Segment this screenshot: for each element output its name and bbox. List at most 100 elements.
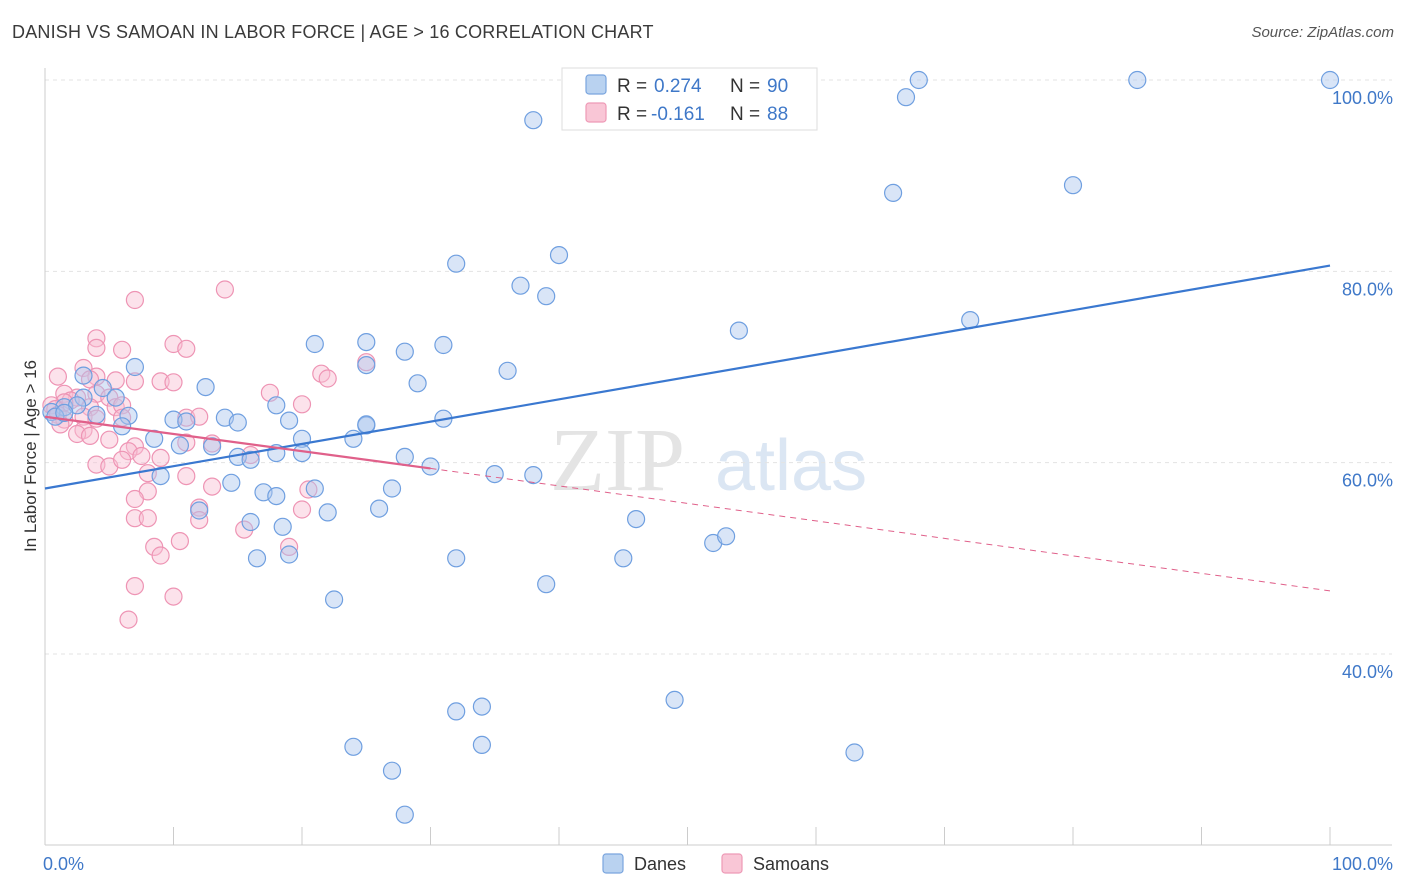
dane-point-79: [472, 697, 491, 716]
samoan-point-60: [292, 500, 312, 519]
dane-point-3: [1320, 70, 1340, 90]
samoan-point-58: [125, 489, 144, 509]
correlation-legend: R = 0.274 N = 90 R = -0.161 N = 88: [561, 67, 818, 131]
samoan-point-9: [318, 369, 337, 388]
samoan-point-47: [132, 446, 151, 466]
dane-point-59: [305, 479, 324, 498]
samoan-point-3: [87, 338, 106, 357]
dane-point-2: [1128, 70, 1147, 90]
dane-point-8: [549, 246, 569, 265]
dane-point-25: [196, 378, 215, 397]
samoan-point-4: [112, 340, 132, 359]
samoan-point-56: [299, 480, 318, 499]
dane-point-18: [434, 335, 453, 355]
dane-point-33: [87, 405, 106, 424]
samoan-point-0: [215, 280, 234, 299]
samoan-point-62: [138, 509, 157, 528]
dane-point-26: [408, 374, 427, 393]
dane-point-17: [395, 342, 414, 361]
dane-point-74: [614, 549, 633, 568]
y-tick-label-60: 60.0%: [1342, 471, 1393, 491]
dane-point-60: [382, 479, 402, 498]
axes: [44, 68, 1392, 846]
dane-point-5: [524, 111, 543, 130]
samoan-point-64: [235, 520, 254, 539]
samoan-point-61: [125, 509, 144, 528]
dane-point-15: [305, 334, 324, 354]
samoan-point-15: [151, 372, 170, 391]
dane-point-7: [1063, 176, 1083, 195]
bottom-legend-danes-label: Danes: [634, 854, 686, 874]
dane-point-50: [241, 450, 260, 469]
dane-point-65: [370, 499, 389, 518]
dane-point-75: [537, 575, 556, 594]
chart-title: DANISH VS SAMOAN IN LABOR FORCE | AGE > …: [12, 22, 654, 42]
y-tick-label-40: 40.0%: [1342, 662, 1393, 682]
samoan-point-55: [203, 477, 222, 496]
legend-samoans-r-value: -0.161: [651, 104, 705, 125]
dane-point-68: [716, 527, 736, 546]
x-tick-labels: 0.0% 100.0%: [43, 854, 1393, 874]
bottom-legend-danes-swatch: [602, 853, 624, 874]
legend-danes-n-value: 90: [767, 76, 788, 97]
y-axis-title: In Labor Force | Age > 16: [21, 360, 40, 552]
legend-samoans-r-label: R =: [617, 104, 647, 125]
dane-point-22: [93, 378, 112, 398]
dane-point-78: [447, 702, 466, 721]
y-tick-label-100: 100.0%: [1332, 88, 1393, 108]
samoan-point-63: [190, 510, 209, 530]
legend-samoans-n-value: 88: [767, 104, 788, 125]
chart-source: Source: ZipAtlas.com: [1251, 24, 1394, 41]
dane-point-81: [472, 735, 491, 755]
dane-point-11: [537, 287, 556, 306]
legend-danes-r-value: 0.274: [654, 76, 702, 97]
trend-lines: [44, 264, 1331, 592]
dane-point-32: [55, 403, 74, 422]
samoan-point-70: [164, 587, 183, 606]
samoan-point-52: [151, 448, 170, 467]
dane-point-66: [626, 509, 646, 529]
dane-point-77: [665, 690, 684, 710]
dane-point-72: [280, 545, 299, 564]
grid-lines: [45, 79, 1392, 655]
dane-point-10: [511, 276, 530, 295]
samoan-point-54: [177, 467, 196, 486]
samoan-point-51: [112, 450, 132, 469]
samoan-point-71: [119, 610, 138, 629]
y-tick-label-80: 80.0%: [1342, 279, 1393, 299]
danes-trend-line: [44, 264, 1331, 490]
dane-point-56: [524, 466, 543, 485]
dane-point-80: [344, 737, 363, 756]
samoan-point-30: [292, 395, 312, 414]
samoan-point-2: [87, 329, 106, 348]
dane-point-48: [203, 437, 222, 456]
dane-point-41: [357, 415, 376, 434]
samoan-point-65: [170, 531, 189, 551]
dane-point-24: [106, 388, 125, 407]
dane-point-21: [74, 366, 93, 385]
samoan-point-41: [80, 426, 100, 445]
samoan-point-6: [177, 339, 196, 358]
samoan-point-10: [48, 367, 68, 386]
dane-point-58: [222, 473, 241, 492]
samoan-point-42: [100, 430, 119, 449]
y-tick-labels: 40.0% 60.0% 80.0% 100.0%: [1332, 88, 1393, 682]
dane-point-16: [357, 333, 376, 352]
dane-point-71: [247, 549, 267, 568]
watermark-zip: ZIP: [550, 411, 685, 510]
dane-point-46: [344, 429, 363, 448]
dane-point-62: [267, 487, 286, 506]
dane-point-73: [447, 549, 466, 568]
dane-point-64: [318, 503, 337, 522]
watermark-atlas: atlas: [715, 426, 867, 506]
dane-point-83: [382, 761, 402, 780]
dane-point-27: [267, 396, 286, 415]
samoans-points: [42, 280, 376, 629]
dane-point-6: [883, 183, 903, 202]
legend-samoans-n-label: N =: [730, 104, 760, 125]
dane-point-4: [896, 88, 916, 107]
dane-point-47: [170, 436, 189, 455]
danes-points: [42, 70, 1340, 824]
samoan-point-27: [106, 398, 125, 417]
